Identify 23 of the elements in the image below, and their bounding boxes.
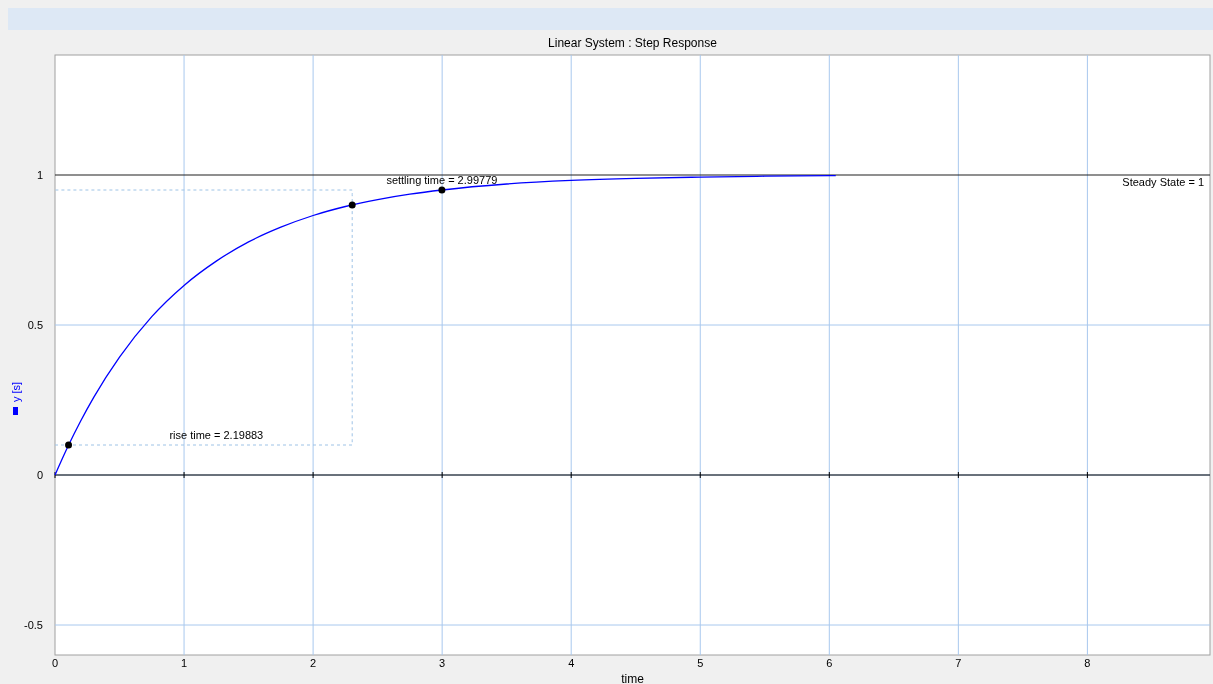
y-tick-label: 0.5 <box>27 319 43 331</box>
x-tick-label: 4 <box>568 657 575 669</box>
x-tick-label: 3 <box>439 657 446 669</box>
chart-title: Linear System : Step Response <box>548 36 718 50</box>
ref-line-label: Steady State = 1 <box>1122 176 1204 188</box>
x-tick-label: 7 <box>955 657 962 669</box>
text: y [s] <box>10 381 22 402</box>
point <box>348 201 356 209</box>
x-axis-title: time <box>621 672 645 684</box>
y-tick-label: -0.5 <box>24 619 43 631</box>
x-tick-label: 5 <box>697 657 704 669</box>
x-tick-label: 1 <box>180 657 188 669</box>
x-tick-label: 2 <box>310 657 317 669</box>
y-tick-label: 1 <box>36 169 43 181</box>
x-tick-label: 0 <box>51 657 59 669</box>
line-series <box>54 174 837 476</box>
x-tick-label: 6 <box>826 657 833 669</box>
annotation: settling time = 2.99779 <box>386 174 498 186</box>
x-tick-label: 8 <box>1084 657 1091 669</box>
point <box>65 441 73 449</box>
point <box>438 186 446 194</box>
annotation: rise time = 2.19883 <box>169 429 264 441</box>
y-tick-label: 0 <box>36 469 43 481</box>
